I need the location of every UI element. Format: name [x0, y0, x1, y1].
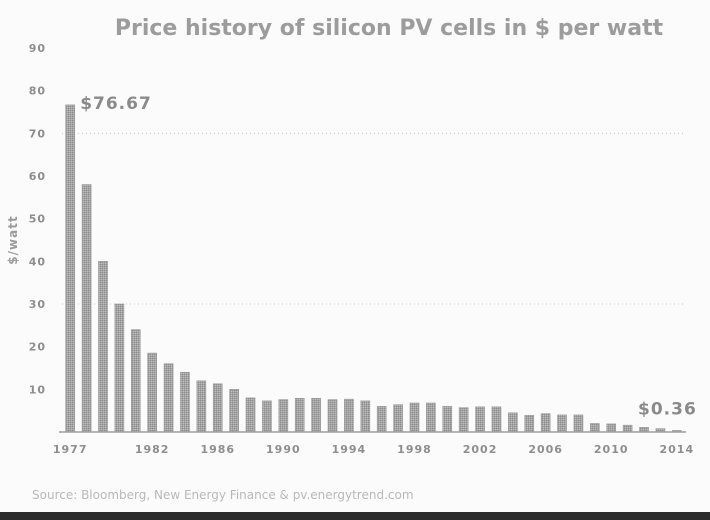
bar-2000: [442, 406, 453, 433]
y-tick-label: 30: [29, 298, 46, 311]
x-tick-label: 2014: [659, 443, 694, 456]
bar-1999: [426, 402, 436, 433]
y-tick-label: 40: [29, 255, 46, 268]
bar-1990: [278, 399, 289, 433]
bar-1993: [327, 399, 338, 433]
bar-2008: [573, 414, 584, 433]
y-tick-label: 60: [29, 170, 46, 183]
bar-1992: [311, 397, 321, 433]
bar-1980: [114, 303, 125, 433]
bar-1985: [196, 380, 207, 433]
y-axis-label: $/watt: [6, 215, 20, 264]
y-tick-label: 80: [29, 85, 46, 98]
data-label-1977: $76.67: [80, 94, 152, 114]
bar-1984: [180, 371, 190, 433]
bar-2006: [540, 413, 551, 433]
data-label-2014: $0.36: [638, 399, 697, 419]
bar-2007: [557, 414, 567, 433]
y-axis-ticks: 90 80 70 60 50 40 30 20 10: [29, 42, 46, 396]
bar-1987: [229, 389, 239, 433]
bar-2011: [622, 424, 633, 433]
bottom-strip: [0, 512, 710, 520]
x-tick-label: 1982: [135, 443, 170, 456]
x-tick-label: 1990: [266, 443, 301, 456]
y-tick-label: 10: [29, 383, 46, 396]
x-tick-label: 2002: [463, 443, 498, 456]
bar-1991: [294, 397, 305, 433]
y-tick-label: 90: [29, 42, 46, 55]
bar-2001: [458, 407, 469, 433]
bar-2009: [590, 423, 600, 433]
chart-title: Price history of silicon PV cells in $ p…: [115, 16, 664, 41]
bar-2005: [524, 415, 535, 433]
x-tick-label: 2006: [528, 443, 563, 456]
bar-1982: [147, 352, 157, 433]
bar-2010: [606, 423, 617, 433]
source-note: Source: Bloomberg, New Energy Finance & …: [32, 488, 414, 502]
bars: [65, 104, 682, 433]
y-tick-label: 20: [29, 341, 46, 354]
x-tick-label: 1986: [200, 443, 235, 456]
bar-1981: [130, 329, 141, 433]
bar-2003: [491, 406, 502, 433]
bar-1998: [409, 402, 420, 433]
bar-1978: [81, 184, 92, 433]
x-tick-label: 1977: [53, 443, 88, 456]
bar-1995: [360, 400, 371, 433]
y-tick-label: 50: [29, 213, 46, 226]
bar-1989: [262, 400, 272, 433]
grid-lines: [62, 132, 685, 305]
bar-1986: [212, 383, 223, 433]
x-tick-label: 2010: [594, 443, 629, 456]
bar-1979: [98, 261, 108, 433]
bar-1988: [245, 397, 256, 433]
bar-1997: [393, 404, 403, 433]
bar-1996: [376, 406, 387, 433]
x-tick-label: 1994: [332, 443, 367, 456]
x-axis-ticks: 1977 1982 1986 1990 1994 1998 2002 2006 2010 2014: [53, 443, 694, 456]
annotations: $76.67 $0.36: [80, 94, 697, 420]
bar-1977: [65, 104, 76, 433]
y-tick-label: 70: [29, 127, 46, 140]
bar-2004: [508, 412, 518, 433]
bar-1994: [344, 398, 354, 433]
bar-1983: [163, 363, 174, 433]
bar-2002: [475, 406, 485, 433]
x-tick-label: 1998: [397, 443, 432, 456]
